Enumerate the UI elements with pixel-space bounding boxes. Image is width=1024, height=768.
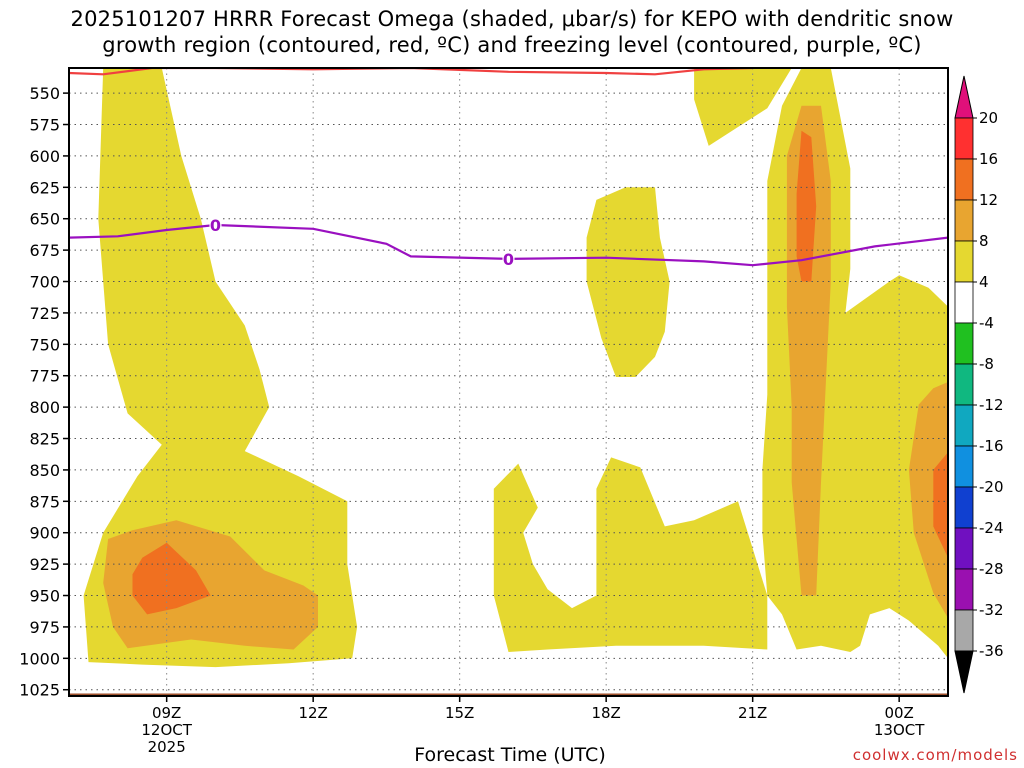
- omega-region-12-16-2: [132, 542, 211, 615]
- ground-strip: [69, 693, 948, 696]
- omega-region-12-16-10: [933, 452, 948, 558]
- chart-title-line-2: growth region (contoured, red, ºC) and f…: [102, 33, 922, 57]
- omega-region-12-16-8: [796, 130, 817, 282]
- colorbar-label-1: 16: [979, 150, 998, 168]
- plot-frame: [68, 67, 949, 697]
- y-tick-label-650: 650: [29, 210, 60, 229]
- x-tick-label-24-1: 13OCT: [874, 721, 925, 739]
- colorbar-swatch-4: [954, 281, 974, 324]
- y-tick-label-725: 725: [29, 304, 60, 323]
- x-tick-label-24-0: 00Z: [884, 704, 913, 722]
- y-tick-label-575: 575: [29, 116, 60, 135]
- credit-text: coolwx.com/models: [852, 746, 1018, 764]
- colorbar-label-10: -24: [979, 519, 1004, 537]
- colorbar-swatch-6: [954, 363, 974, 406]
- colorbar-swatch-5: [954, 322, 974, 365]
- freezing-label-bg-1: [502, 250, 515, 267]
- y-tick-label-1000: 1000: [19, 649, 60, 668]
- colorbar-swatch-12: [954, 609, 974, 652]
- x-tick-label-9-1: 12OCT: [141, 721, 192, 739]
- colorbar-label-6: -8: [979, 355, 994, 373]
- colorbar-top-arrow: [954, 75, 974, 119]
- colorbar-bottom-arrow: [954, 650, 974, 694]
- colorbar-swatch-11: [954, 568, 974, 611]
- x-tick-label-21-0: 21Z: [738, 704, 767, 722]
- colorbar-swatch-2: [954, 199, 974, 242]
- colorbar-label-11: -28: [979, 560, 1004, 578]
- colorbar-label-8: -16: [979, 437, 1004, 455]
- y-tick-label-925: 925: [29, 555, 60, 574]
- x-axis-label: Forecast Time (UTC): [414, 744, 606, 766]
- y-tick-label-700: 700: [29, 273, 60, 292]
- colorbar-label-5: -4: [979, 314, 994, 332]
- omega-region-8-12-9: [908, 382, 948, 619]
- x-tick-label-9-0: 09Z: [152, 704, 181, 722]
- colorbar-label-9: -20: [979, 478, 1004, 496]
- y-tick-label-900: 900: [29, 524, 60, 543]
- contour-freezing-level: [69, 223, 948, 267]
- omega-region-4-8-5: [694, 68, 792, 146]
- y-tick-label-550: 550: [29, 84, 60, 103]
- x-tick-label-15-0: 15Z: [445, 704, 474, 722]
- y-tick-label-975: 975: [29, 618, 60, 637]
- colorbar-label-2: 12: [979, 191, 998, 209]
- y-tick-label-850: 850: [29, 461, 60, 480]
- colorbar-label-12: -32: [979, 601, 1004, 619]
- y-tick-label-600: 600: [29, 147, 60, 166]
- y-tick-label-750: 750: [29, 335, 60, 354]
- colorbar-label-4: 4: [979, 273, 989, 291]
- x-tick-label-9-2: 2025: [148, 738, 186, 756]
- freezing-label-0: 0: [210, 216, 221, 235]
- y-tick-label-950: 950: [29, 587, 60, 606]
- omega-region-4-8-0: [83, 68, 358, 668]
- colorbar-swatch-3: [954, 240, 974, 283]
- chart-title: 2025101207 HRRR Forecast Omega (shaded, …: [0, 6, 1024, 58]
- y-tick-label-675: 675: [29, 241, 60, 260]
- colorbar-swatch-10: [954, 527, 974, 570]
- colorbar-label-3: 8: [979, 232, 989, 250]
- colorbar-label-13: -36: [979, 642, 1004, 660]
- omega-region-4-8-4: [586, 187, 670, 377]
- chart-title-line-1: 2025101207 HRRR Forecast Omega (shaded, …: [70, 7, 954, 31]
- colorbar-swatch-8: [954, 445, 974, 488]
- y-tick-label-625: 625: [29, 178, 60, 197]
- freezing-label-1: 0: [503, 250, 514, 269]
- omega-region-4-8-3: [493, 457, 768, 652]
- freezing-label-bg-0: [209, 217, 222, 233]
- colorbar-label-7: -12: [979, 396, 1004, 414]
- y-tick-label-775: 775: [29, 367, 60, 386]
- colorbar-swatch-7: [954, 404, 974, 447]
- x-tick-label-12-0: 12Z: [298, 704, 327, 722]
- y-tick-label-1025: 1025: [19, 681, 60, 700]
- x-tick-label-18-0: 18Z: [591, 704, 620, 722]
- colorbar-swatch-9: [954, 486, 974, 529]
- contour-dendritic-snow-growth-region: [69, 68, 753, 76]
- colorbar-swatch-1: [954, 158, 974, 201]
- y-tick-label-800: 800: [29, 398, 60, 417]
- colorbar-label-0: 20: [979, 109, 998, 127]
- colorbar-swatch-0: [954, 117, 974, 160]
- y-tick-label-825: 825: [29, 430, 60, 449]
- y-tick-label-875: 875: [29, 492, 60, 511]
